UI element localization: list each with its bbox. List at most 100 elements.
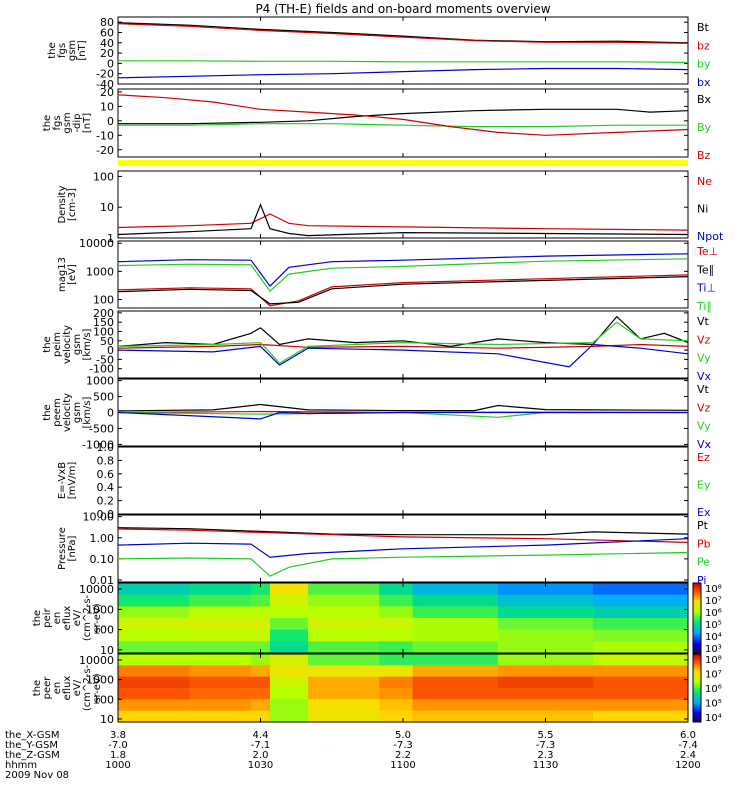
y-axis-label: the bbox=[47, 42, 58, 58]
heatmap-cell bbox=[251, 688, 271, 700]
colorbar-cell bbox=[693, 703, 701, 706]
colorbar-cell bbox=[693, 659, 701, 662]
footer-value: 5.5 bbox=[538, 730, 554, 741]
heatmap-cell bbox=[308, 618, 380, 631]
colorbar-cell bbox=[693, 625, 701, 628]
colorbar-cell bbox=[693, 693, 701, 696]
heatmap-cell bbox=[412, 594, 499, 607]
footer-value: -7.1 bbox=[251, 740, 271, 751]
y-tick-label: 20 bbox=[100, 86, 114, 99]
colorbar-cell bbox=[693, 699, 701, 703]
y-tick-label: 150 bbox=[93, 316, 114, 329]
y-axis-label: [nPa] bbox=[67, 535, 78, 561]
colorbar-frame bbox=[692, 653, 702, 723]
footer-value: -7.4 bbox=[678, 740, 698, 751]
colorbar-cell bbox=[693, 674, 701, 677]
colorbar-cell bbox=[693, 607, 701, 610]
y-tick-label: 0.01 bbox=[90, 574, 115, 587]
heatmap-cell bbox=[189, 688, 252, 700]
y-tick-label: 20 bbox=[100, 47, 114, 60]
y-axis-label: velocity bbox=[62, 393, 73, 432]
heatmap-cell bbox=[498, 710, 594, 723]
heatmap-cell bbox=[498, 583, 594, 596]
plot-title: P4 (TH-E) fields and on-board moments ov… bbox=[255, 2, 550, 16]
heatmap-cell bbox=[593, 710, 689, 723]
colorbar-cell bbox=[693, 710, 701, 713]
heatmap-cell bbox=[270, 688, 309, 700]
legend-entry: Vx bbox=[697, 438, 712, 451]
colorbar-cell bbox=[693, 618, 701, 621]
colorbar-cell bbox=[693, 583, 701, 586]
heatmap-cell bbox=[270, 606, 309, 619]
heatmap-cell bbox=[593, 606, 689, 619]
colorbar-cell bbox=[693, 696, 701, 699]
panel-10: 10⁸ 10⁷ 10⁶ 10⁵ 10⁴ 10000 1000 100 10 the peer en ef… bbox=[32, 653, 722, 726]
heatmap-cell bbox=[412, 618, 499, 631]
heatmap-cell bbox=[498, 699, 594, 712]
footer-value: 1000 bbox=[105, 760, 130, 771]
colorbar-frame bbox=[692, 582, 702, 654]
heatmap-cell bbox=[251, 618, 271, 631]
legend-entry: bx bbox=[697, 76, 711, 89]
y-axis-label: gsm bbox=[67, 40, 78, 61]
legend-entry: Pt bbox=[697, 519, 709, 532]
series-line-Pi bbox=[117, 538, 689, 558]
colorbar-cell bbox=[693, 602, 701, 605]
series-line-Vx bbox=[117, 411, 688, 420]
colorbar-cell bbox=[693, 639, 701, 642]
y-axis-label: [nT] bbox=[82, 113, 93, 133]
heatmap-cell bbox=[270, 665, 309, 678]
panel-7: 1.00.80.60.40.20.0 E=-VxB [mV/m] Ez Ey Ex bbox=[57, 441, 711, 521]
heatmap-cell bbox=[270, 699, 309, 712]
heatmap-cell bbox=[308, 583, 380, 596]
colorbar-label: 10⁴ bbox=[705, 713, 722, 724]
colorbar-cell bbox=[693, 646, 701, 649]
y-axis-label: (cm^2-s- bbox=[82, 664, 93, 711]
heatmap-cell bbox=[379, 699, 413, 712]
legend-entry: Vt bbox=[697, 383, 710, 396]
footer-row-label: the_X-GSM bbox=[5, 730, 59, 741]
y-tick-label: 0 bbox=[107, 57, 114, 70]
legend-entry: Ex bbox=[697, 506, 711, 519]
colorbar-cell bbox=[693, 708, 701, 711]
y-tick-label: 0.10 bbox=[90, 553, 115, 566]
heatmap-cell bbox=[189, 641, 252, 654]
y-tick-label: 60 bbox=[100, 26, 114, 39]
series-line-Te∥ bbox=[117, 276, 689, 305]
y-axis-label: the bbox=[32, 680, 43, 696]
y-tick-label: 0 bbox=[107, 407, 114, 420]
legend-entry: Npot bbox=[697, 230, 724, 243]
heatmap-cell bbox=[270, 629, 309, 642]
y-tick-label: 40 bbox=[100, 37, 114, 50]
colorbar-cell bbox=[693, 623, 701, 626]
panel-frame bbox=[117, 170, 689, 239]
heatmap-cell bbox=[498, 594, 594, 607]
y-axis-label: en bbox=[52, 682, 63, 695]
colorbar-cell bbox=[693, 621, 701, 624]
series-line-Te⊥ bbox=[117, 274, 689, 307]
heatmap-cell bbox=[308, 676, 380, 689]
colorbar-cell bbox=[693, 595, 701, 598]
legend-entry: Bt bbox=[697, 21, 710, 34]
colorbar-cell bbox=[693, 604, 701, 607]
legend-entry: bz bbox=[697, 39, 710, 52]
footer-value: 2.3 bbox=[538, 750, 554, 761]
y-axis-label: E=-VxB bbox=[57, 462, 68, 499]
heatmap-cell bbox=[593, 618, 689, 631]
heatmap-cell bbox=[189, 629, 252, 642]
y-tick-label: 1000 bbox=[86, 375, 114, 388]
heatmap-cell bbox=[251, 654, 271, 666]
heatmap-cell bbox=[412, 710, 499, 723]
heatmap-cell bbox=[498, 641, 594, 654]
heatmap-cell bbox=[379, 618, 413, 631]
colorbar-cell bbox=[693, 669, 701, 672]
colorbar-cell bbox=[693, 586, 701, 589]
legend-entry: Pe bbox=[697, 556, 710, 569]
y-tick-label: 1000 bbox=[86, 265, 114, 278]
colorbar-cell bbox=[693, 686, 701, 689]
legend-entry: Ti∥ bbox=[696, 300, 712, 313]
heatmap-cell bbox=[189, 606, 252, 619]
